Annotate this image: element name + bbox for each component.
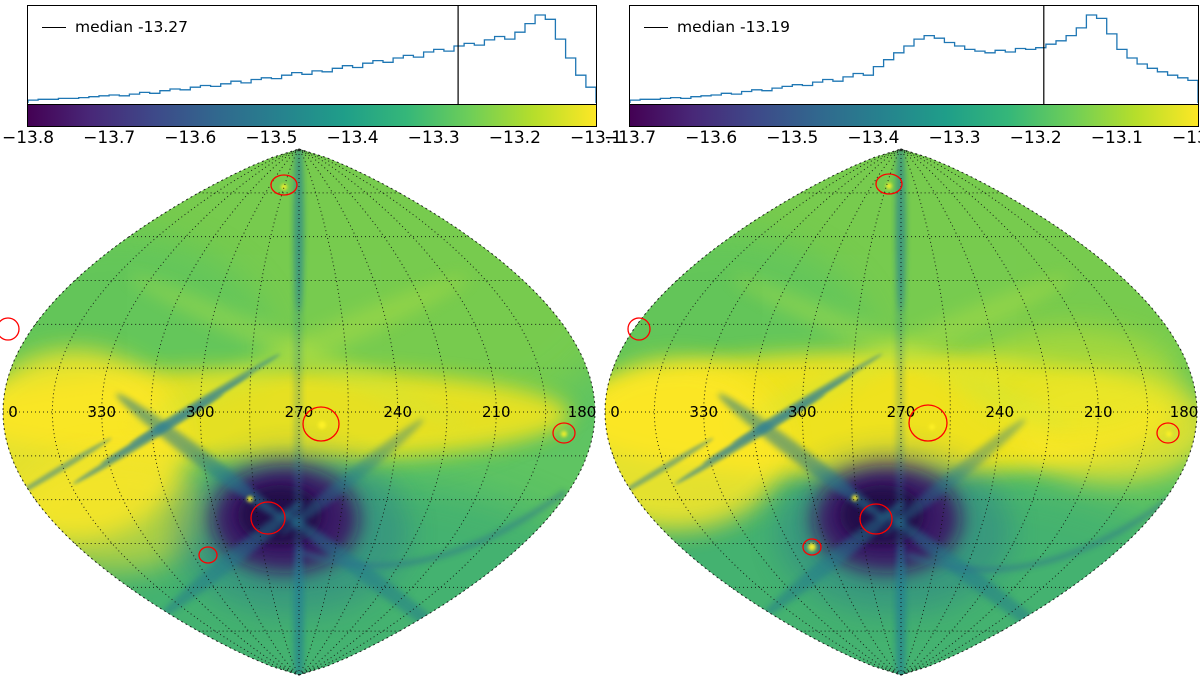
red-circle-annotation [552,422,576,444]
colorbar-tick-label: −13.1 [569,128,623,148]
colorbar [629,104,1199,127]
red-circle-annotation [198,546,218,564]
colorbar-tick-label: −13.2 [1009,128,1062,148]
colorbar-tick-label: −13.7 [83,128,136,148]
meridian-line [298,148,399,676]
red-circle-annotation [802,538,822,556]
equator-longitude-label: 270 [285,403,314,421]
histogram-box: median -13.19 [629,5,1199,105]
panel-left: median -13.27 −13.8 −13.7 −13.6 −13.5 −13.4−… [0,0,622,677]
equator-longitude-label: 240 [383,403,412,421]
meridian-line [801,148,902,676]
sky-map: 0 330 300 270 240 210 180 [0,148,596,676]
histogram-box: median -13.27 [27,5,597,105]
map-boundary [2,148,596,676]
meridian-line [900,148,951,676]
equator-longitude-label: 330 [87,403,116,421]
meridian-line [851,148,902,676]
colorbar-tick-label: −13.5 [245,128,298,148]
graticule [604,148,1198,676]
colorbar-tick-label: −13.5 [766,128,819,148]
meridian-line [199,148,300,676]
histogram-plot [630,6,1198,104]
colorbar-tick-label: −13.6 [164,128,217,148]
equator-longitude-label: 0 [610,403,620,421]
graticule [2,148,596,676]
meridian-line [900,148,1050,676]
colorbar-tick-label: −13.4 [326,128,379,148]
meridian-line [298,148,497,676]
red-circle-annotation [908,404,948,442]
equator-longitude-label: 210 [1084,403,1113,421]
equator-longitude-label: 180 [568,403,597,421]
colorbar-tick-label: −13.0 [1171,128,1200,148]
colorbar-tick-label: −13.7 [603,128,657,148]
equator-longitude-label: 0 [8,403,18,421]
colorbar-tick-label: −13.3 [928,128,981,148]
meridian-line [298,148,448,676]
red-circle-annotation [859,503,893,535]
bright-source-spot [886,183,892,189]
colorbar-tick-label: −13.4 [847,128,900,148]
meridian-line [703,148,902,676]
bright-source-spot [561,431,567,437]
bright-source-spot [929,424,935,430]
meridian-line [150,148,300,676]
red-circle-annotation [627,317,651,341]
bright-source-spot [808,543,816,551]
colorbar-tick-label: −13.1 [1090,128,1143,148]
annotation-circles [627,173,1180,556]
histogram-step-line [630,14,1198,103]
equator-longitude-label: 180 [1170,403,1199,421]
equator-longitude-label: 300 [186,403,215,421]
equator-longitude-label: 300 [788,403,817,421]
colorbar-ticks: −13.7 −13.6 −13.5 −13.4 −13.3 −13.2 −13.1 −13.0 [604,128,1200,148]
red-circle-annotation [1156,422,1180,444]
bright-source-spot [1166,431,1172,437]
red-circle-annotation [302,406,340,442]
colorbar-tick-label: −13.3 [407,128,460,148]
histogram-step-line [28,14,596,103]
red-circle-annotation [0,317,20,341]
red-circle-annotation [875,173,903,195]
colorbar [27,104,597,127]
red-circle-annotation [250,501,286,535]
meridian-line [298,148,349,676]
equator-longitude-label: 330 [689,403,718,421]
equator-longitude-label: 270 [887,403,916,421]
red-circle-annotation [270,174,298,196]
sky-map: 0 330 300 270 240 210 180 [604,148,1198,676]
bright-source-spot [852,495,858,501]
colorbar-tick-label: −13.8 [1,128,55,148]
colorbar-tick-label: −13.2 [488,128,541,148]
equator-longitude-label: 240 [985,403,1014,421]
meridian-line [249,148,300,676]
bright-source-spot [247,496,253,502]
map-boundary [604,148,1198,676]
histogram-plot [28,6,596,104]
meridian-line [900,148,1099,676]
equator-longitude-label: 210 [482,403,511,421]
equator-labels: 0 330 300 270 240 210 180 [8,403,596,421]
meridian-line [900,148,1001,676]
meridian-line [101,148,300,676]
bright-source-spot [281,184,287,190]
bright-source-spot [318,421,326,429]
panel-right: median -13.19 −13.7 −13.6 −13.5 −13.4 −13.3−… [602,0,1200,677]
equator-labels: 0 330 300 270 240 210 180 [610,403,1198,421]
annotation-circles [0,174,576,564]
colorbar-tick-label: −13.6 [685,128,738,148]
colorbar-ticks: −13.8 −13.7 −13.6 −13.5 −13.4 −13.3 −13.2 −13.1 [2,128,622,148]
meridian-line [752,148,902,676]
